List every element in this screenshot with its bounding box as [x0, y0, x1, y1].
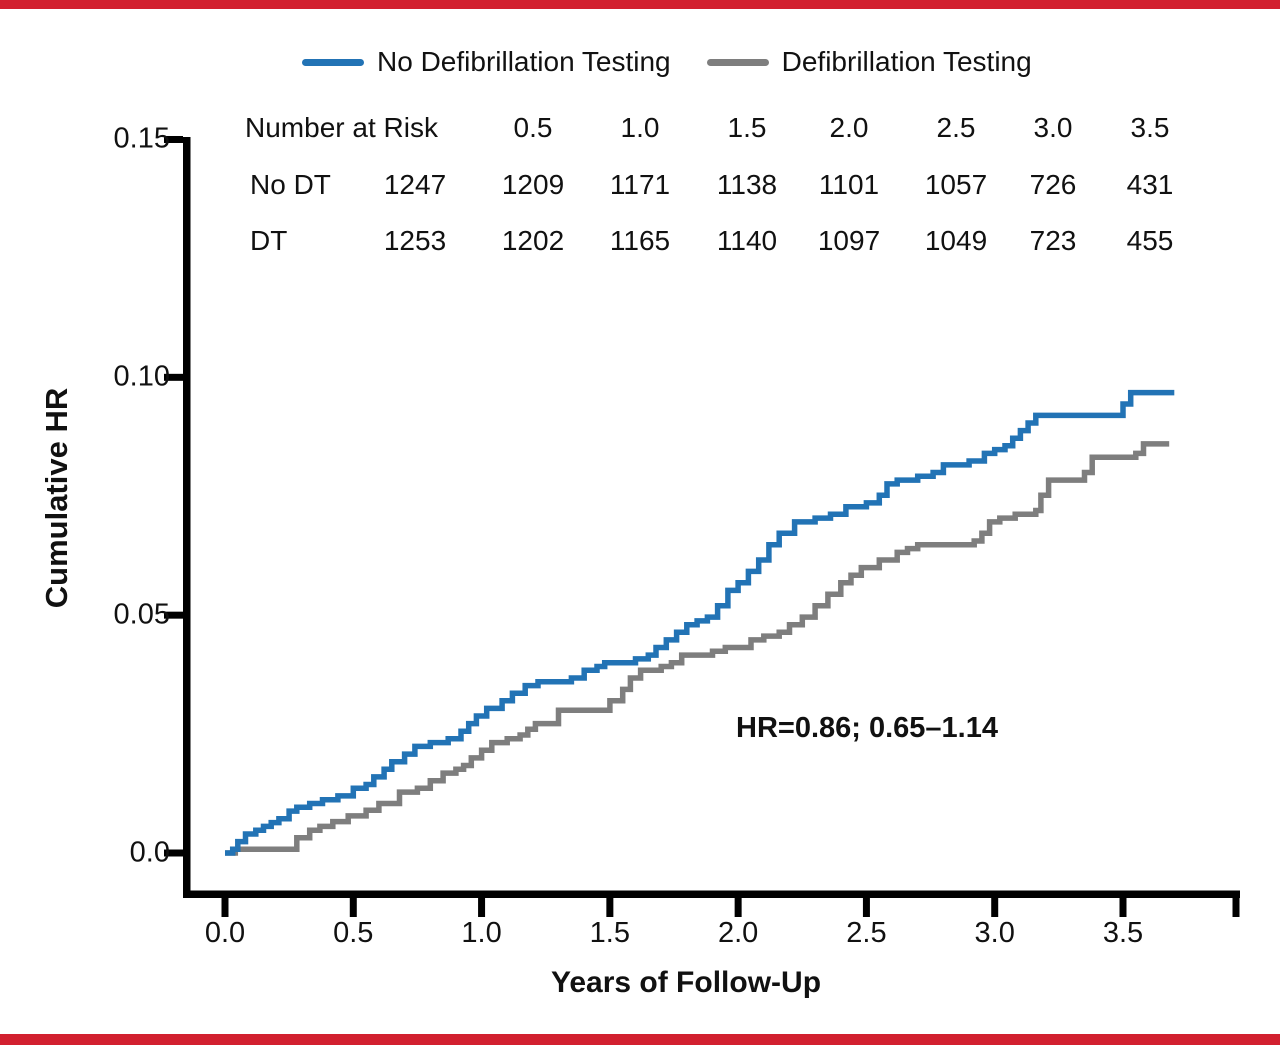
y-tick-label: 0.05	[113, 598, 170, 631]
risk-count: 1049	[924, 225, 988, 256]
risk-count: 1202	[501, 225, 565, 256]
x-tick-mark	[478, 898, 486, 917]
risk-count: 1140	[716, 225, 778, 256]
legend-line-swatch	[302, 58, 364, 66]
risk-count: 1097	[817, 225, 881, 256]
risk-count: 431	[1126, 169, 1174, 200]
y-tick-label: 0.15	[113, 122, 170, 155]
x-tick-label: 1.5	[589, 917, 631, 949]
risk-count: 1057	[924, 169, 988, 200]
risk-time-header: 1.0	[620, 112, 660, 143]
top-red-border	[0, 0, 1280, 9]
no-dt-curve	[225, 389, 1175, 856]
x-tick-mark	[221, 898, 229, 917]
risk-count: 455	[1126, 225, 1174, 256]
risk-row-label: DT	[250, 225, 288, 256]
legend-line-swatch	[706, 58, 769, 66]
y-tick-label: 0.10	[113, 360, 170, 393]
legend-item-dt: Defibrillation Testing	[706, 46, 1032, 78]
x-tick-label: 3.0	[974, 917, 1015, 949]
x-tick-mark	[606, 898, 614, 917]
y-tick-mark	[164, 611, 183, 619]
risk-row-label: No DT	[250, 169, 331, 200]
legend-label: Defibrillation Testing	[781, 46, 1032, 77]
risk-count: 1101	[818, 169, 880, 200]
x-tick-mark	[349, 898, 357, 917]
x-tick-label: 2.0	[717, 917, 759, 949]
x-axis-end-tick-mark	[1232, 898, 1240, 917]
y-tick-mark	[164, 849, 183, 857]
y-axis-title: Cumulative HR	[39, 387, 74, 609]
x-tick-label: 0.5	[333, 917, 374, 949]
risk-count: 726	[1029, 169, 1077, 200]
y-axis-line	[183, 137, 191, 898]
y-tick-mark	[164, 373, 183, 381]
dt-curve	[225, 441, 1170, 856]
y-tick-label: 0.0	[129, 836, 170, 869]
x-tick-label: 0.0	[204, 917, 246, 949]
bottom-red-border	[0, 1034, 1280, 1045]
risk-count: 1209	[501, 169, 565, 200]
x-tick-label: 2.5	[846, 917, 887, 949]
risk-time-header: 2.5	[936, 112, 976, 143]
legend-item-no-dt: No Defibrillation Testing	[302, 46, 671, 78]
hazard-ratio-annotation: HR=0.86; 0.65–1.14	[736, 712, 998, 744]
risk-count: 723	[1029, 225, 1077, 256]
x-tick-label: 1.0	[461, 917, 502, 949]
x-axis-line	[183, 890, 1240, 898]
risk-time-header: 2.0	[829, 112, 869, 143]
risk-table-header-label: Number at Risk	[245, 112, 438, 143]
risk-count: 1247	[383, 169, 447, 200]
x-tick-mark	[1119, 898, 1127, 917]
risk-time-header: 3.0	[1033, 112, 1073, 143]
risk-time-header: 3.5	[1130, 112, 1170, 143]
x-tick-mark	[734, 898, 742, 917]
legend-label: No Defibrillation Testing	[377, 46, 671, 77]
y-tick-mark	[164, 135, 183, 143]
x-axis-title: Years of Follow-Up	[550, 966, 822, 999]
legend: No Defibrillation Testing Defibrillation …	[302, 44, 1032, 80]
risk-count: 1165	[609, 225, 671, 256]
risk-time-header: 0.5	[513, 112, 553, 143]
risk-count: 1253	[383, 225, 447, 256]
risk-time-header: 1.5	[727, 112, 767, 143]
risk-count: 1171	[609, 169, 671, 200]
risk-count: 1138	[716, 169, 778, 200]
x-tick-label: 3.5	[1102, 917, 1144, 949]
x-tick-mark	[991, 898, 999, 917]
x-tick-mark	[862, 898, 870, 917]
